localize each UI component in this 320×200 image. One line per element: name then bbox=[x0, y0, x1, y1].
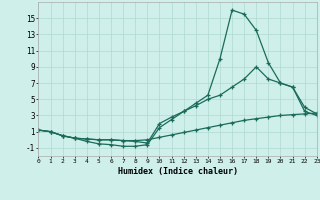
X-axis label: Humidex (Indice chaleur): Humidex (Indice chaleur) bbox=[118, 167, 238, 176]
